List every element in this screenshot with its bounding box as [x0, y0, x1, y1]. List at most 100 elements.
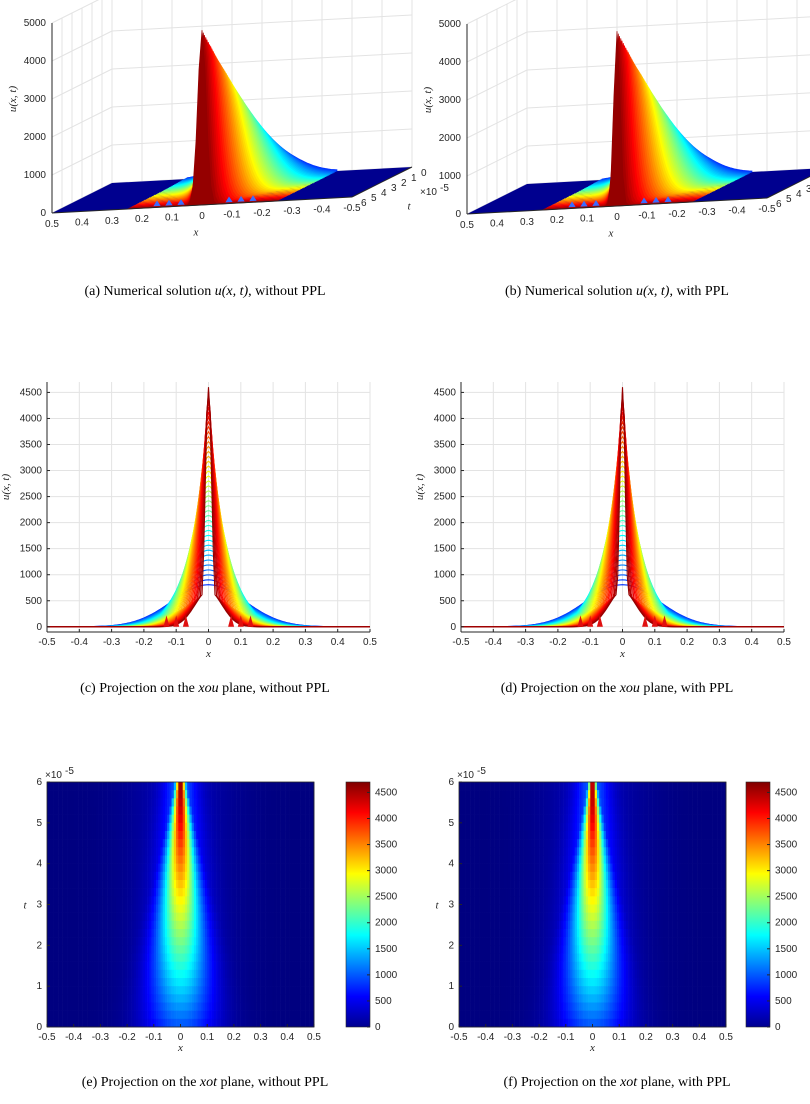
heat-cell	[245, 904, 248, 913]
heat-cell	[298, 839, 301, 848]
heat-cell	[84, 822, 88, 832]
y-axis-label: u(x, t)	[0, 474, 12, 501]
heat-cell	[258, 871, 261, 881]
heat-cell	[55, 888, 59, 897]
heat-cell	[229, 945, 232, 954]
heat-cell	[196, 1002, 199, 1011]
heat-cell	[193, 790, 197, 799]
heat-cell	[496, 839, 500, 848]
heat-cell	[222, 920, 226, 930]
heat-cell	[107, 798, 110, 807]
heat-cell	[291, 961, 295, 971]
heat-cell	[273, 961, 277, 971]
heat-cell	[160, 863, 163, 873]
heat-cell	[307, 839, 310, 848]
heat-cell	[289, 994, 293, 1003]
heat-cell	[133, 1002, 137, 1011]
heat-cell	[291, 798, 295, 807]
y-tick-label: 0	[36, 1022, 42, 1033]
heat-cell	[89, 888, 92, 897]
heat-cell	[47, 1002, 50, 1011]
heat-cell	[136, 994, 139, 1003]
heat-cell	[262, 1018, 266, 1028]
heat-cell	[189, 782, 192, 791]
heat-cell	[160, 1010, 163, 1020]
heat-cell	[287, 888, 290, 897]
heat-cell	[58, 798, 61, 807]
heat-cell	[87, 994, 90, 1003]
heat-cell	[196, 912, 199, 922]
heat-cell	[62, 1002, 66, 1011]
heat-cell	[256, 806, 259, 815]
heat-cell	[474, 839, 478, 848]
heat-cell	[311, 863, 315, 873]
heat-cell	[100, 814, 103, 824]
heat-cell	[204, 822, 208, 832]
heat-cell	[196, 790, 199, 799]
heat-cell	[238, 1002, 241, 1011]
heat-cell	[289, 814, 293, 824]
heat-cell	[541, 790, 544, 799]
heat-cell	[231, 1010, 235, 1020]
heat-cell	[612, 831, 616, 840]
heat-cell	[89, 831, 92, 840]
heat-cell	[60, 961, 63, 971]
heat-cell	[73, 969, 77, 979]
heat-cell	[233, 1018, 237, 1028]
heat-cell	[650, 806, 653, 815]
heat-cell	[162, 904, 166, 913]
heat-cell	[189, 929, 192, 938]
surface-spike	[249, 195, 257, 202]
heat-cell	[543, 814, 547, 824]
heat-cell	[180, 961, 184, 971]
heat-cell	[512, 814, 515, 824]
heat-cell	[293, 937, 297, 946]
heat-cell	[107, 961, 110, 971]
heat-cell	[162, 896, 166, 905]
heat-cell	[247, 814, 250, 824]
heat-cell	[82, 896, 86, 905]
heat-cell	[60, 790, 63, 799]
heat-cell	[71, 798, 74, 807]
heat-cell	[273, 1010, 277, 1020]
heat-cell	[196, 945, 199, 954]
heat-cell	[89, 896, 92, 905]
heat-cell	[296, 896, 299, 905]
heat-cell	[207, 814, 210, 824]
heat-cell	[247, 863, 250, 873]
heat-cell	[118, 814, 121, 824]
heat-cell	[98, 847, 101, 856]
heat-cell	[60, 880, 63, 889]
heat-cell	[167, 863, 170, 873]
heat-cell	[80, 782, 83, 791]
heat-cell	[107, 847, 110, 856]
heat-cell	[285, 994, 288, 1003]
heat-cell	[240, 953, 244, 962]
heat-cell	[280, 806, 284, 815]
heat-cell	[73, 790, 77, 799]
heat-cell	[305, 1010, 308, 1020]
heat-cell	[93, 994, 97, 1003]
heat-cell	[120, 798, 123, 807]
heat-cell	[247, 912, 250, 922]
heat-cell	[309, 1002, 313, 1011]
heat-cell	[699, 814, 702, 824]
heat-cell	[184, 912, 188, 922]
heat-cell	[111, 863, 115, 873]
colorbar-tick-label: 500	[375, 996, 392, 1007]
heat-cell	[182, 847, 186, 856]
heat-cell	[93, 953, 97, 962]
heat-cell	[287, 920, 290, 930]
heat-cell	[220, 806, 224, 815]
heat-cell	[672, 790, 676, 799]
heat-cell	[238, 814, 241, 824]
heat-cell	[581, 790, 584, 799]
heat-cell	[180, 839, 184, 848]
heat-cell	[167, 839, 170, 848]
heat-cell	[162, 888, 166, 897]
heat-cell	[510, 806, 513, 815]
heat-cell	[630, 782, 633, 791]
heat-cell	[140, 839, 143, 848]
heat-cell	[521, 798, 524, 807]
x-tick-label: -0.5	[343, 203, 361, 214]
